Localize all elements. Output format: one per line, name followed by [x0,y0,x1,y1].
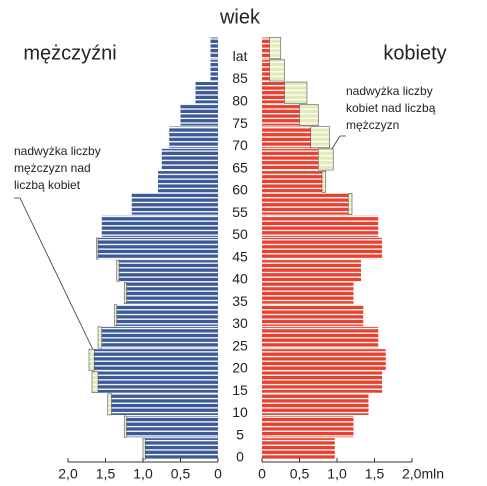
bar-female [262,215,379,237]
surplus-female [347,193,353,215]
leader-line [14,197,97,357]
surplus-male [123,415,127,438]
surplus-male [114,304,118,327]
age-label: 55 [232,204,248,220]
bar-male [98,326,218,349]
bar-male [210,59,218,82]
age-label: 20 [232,360,248,376]
surplus-female [269,37,282,60]
surplus-female [269,59,285,82]
x-tick-label: 2,0mln [402,466,444,482]
age-label: 65 [232,159,248,175]
age-label: 70 [232,137,248,153]
bar-female [262,148,334,171]
surplus-male [91,371,99,394]
left-label: mężczyźni [23,42,116,64]
bar-female [262,438,335,460]
annotation: nadwyżka liczby [346,84,433,98]
bar-male [89,349,218,371]
x-tick-label: 0 [214,466,222,482]
surplus-female [284,81,308,104]
surplus-female [317,148,334,171]
bar-male [116,260,218,282]
bar-male [180,104,218,126]
bar-male [169,126,218,148]
x-tick-label: 1,0 [327,466,347,482]
age-label: 25 [232,337,248,353]
surplus-female [310,126,330,149]
bar-male [131,193,218,215]
age-label: 75 [232,115,248,131]
age-label: 0 [236,449,244,465]
bar-male [124,415,218,438]
annotation: liczbą kobiet [14,178,81,192]
x-tick-label: 0 [258,466,266,482]
age-label: 30 [232,315,248,331]
right-label: kobiety [383,42,446,64]
chart-title: wiek [219,6,261,28]
bar-female [262,349,386,371]
surplus-male [107,393,112,416]
leader-line [329,135,346,153]
bar-male [158,171,218,193]
x-tick-label: 1,5 [365,466,385,482]
surplus-female [321,170,327,193]
surplus-male [142,437,146,460]
bar-male [195,82,218,104]
surplus-male [123,282,127,304]
surplus-male [88,348,95,371]
age-label: 35 [232,293,248,309]
age-label: 80 [232,92,248,108]
surplus-female [299,103,319,126]
bar-female [262,237,382,260]
age-label: 15 [232,382,248,398]
age-label: lat [233,48,248,64]
bar-female [262,304,364,326]
bar-male [161,148,218,171]
annotation: nadwyżka liczby [14,144,101,158]
age-label: 5 [236,426,244,442]
x-tick-label: 0,5 [290,466,310,482]
bar-male [114,304,218,326]
age-label: 45 [232,248,248,264]
surplus-male [97,326,103,349]
x-tick-label: 0,5 [171,466,191,482]
age-label: 10 [232,404,248,420]
bar-female [262,326,379,349]
bar-male [96,237,218,260]
age-label: 60 [232,182,248,198]
bar-male [101,215,218,237]
annotation: mężczyzn nad [14,161,91,175]
bar-male [107,393,218,415]
bar-male [210,37,218,59]
age-label: 85 [232,70,248,86]
bar-male [143,438,218,460]
bar-female [262,415,354,438]
bar-female [262,393,369,415]
x-tick-label: 2,0 [58,466,78,482]
bar-female [262,282,354,304]
age-label: 40 [232,271,248,287]
bar-female [262,193,352,215]
bar-male [124,282,218,304]
bar-male [92,371,218,393]
bar-female [262,260,361,282]
annotation: mężczyzn [346,118,399,132]
annotation: kobiet nad liczbą [346,101,436,115]
bar-female [262,171,326,193]
bar-female [262,371,382,393]
x-tick-label: 1,0 [133,466,153,482]
age-label: 50 [232,226,248,242]
surplus-male [96,237,99,260]
x-tick-label: 1,5 [96,466,116,482]
surplus-male [116,259,120,282]
